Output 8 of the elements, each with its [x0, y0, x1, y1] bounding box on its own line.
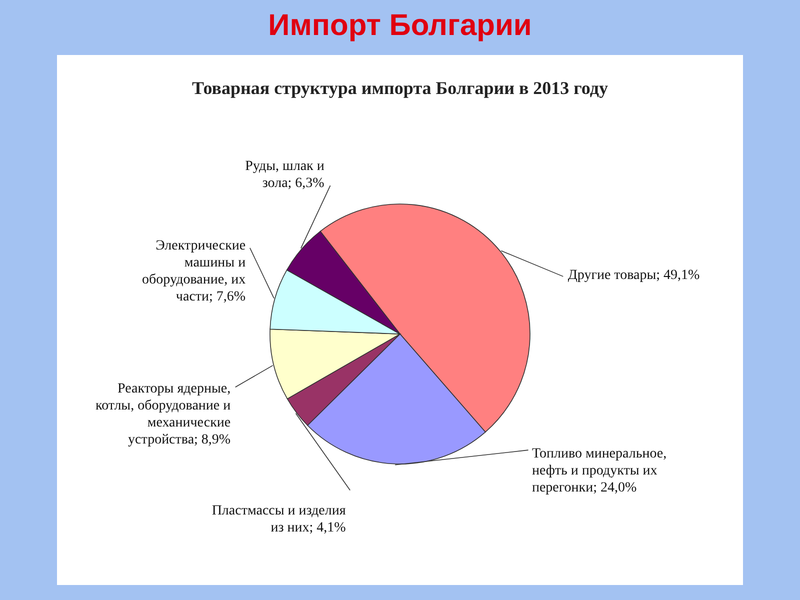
- slice-label: Пластмассы и изделия из них; 4,1%: [212, 504, 346, 536]
- slice-label: Руды, шлак и зола; 6,3%: [245, 158, 325, 191]
- chart-title: Импорт Болгарии: [268, 9, 532, 42]
- slice-label: Топливо минеральное, нефть и продукты их перегонки; 24,0%: [532, 446, 667, 496]
- slice-label: Электрические машины и оборудование, их части; 7,6%: [142, 238, 246, 304]
- slice-label: Реакторы ядерные, котлы, оборудование и механические устройства; 8,9%: [96, 382, 232, 448]
- slice-label: Другие товары; 49,1%: [568, 268, 700, 283]
- chart-subtitle: Товарная структура импорта Болгарии в 2013 году: [192, 78, 608, 98]
